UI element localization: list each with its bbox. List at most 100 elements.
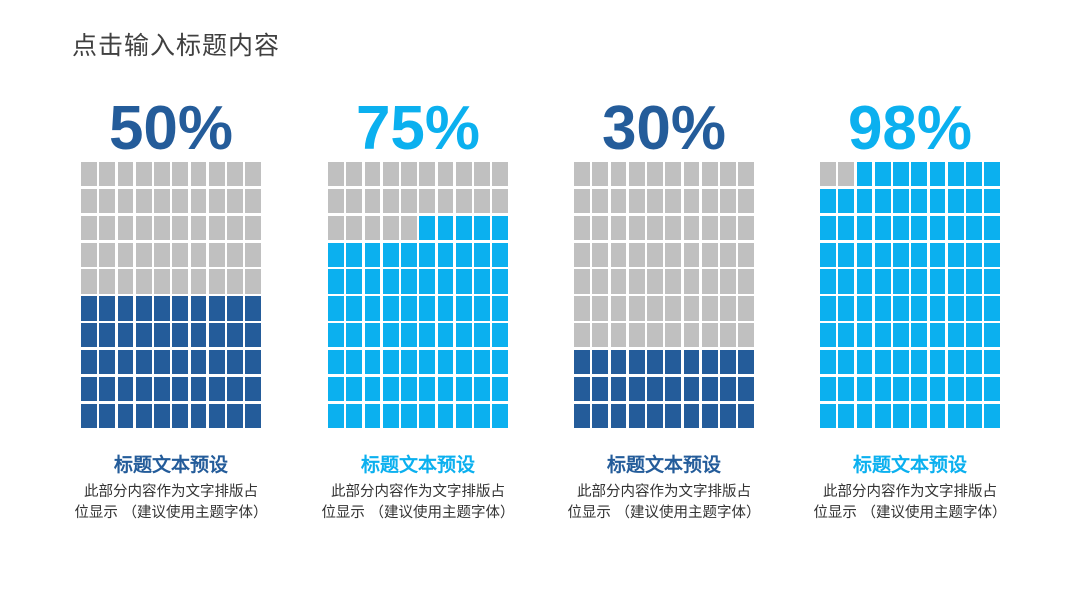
waffle-cell [701,162,718,187]
waffle-cell [683,215,700,241]
waffle-cell [227,215,243,241]
waffle-cell [838,162,854,187]
waffle-cell [364,215,381,241]
column-description: 此部分内容作为文字排版占 位显示 （建议使用主题字体） [539,482,789,524]
waffle-cell [838,296,854,321]
waffle-cell [820,323,836,348]
waffle-cell [364,376,381,402]
waffle-cell [208,215,225,241]
waffle-cell [419,376,435,402]
waffle-cell [382,242,399,267]
waffle-cell [820,403,836,428]
waffle-cell [701,215,718,241]
waffle-cell [245,376,261,402]
waffle-cell [893,215,909,241]
waffle-cell [966,349,982,375]
waffle-cell [720,269,736,294]
waffle-cell [665,162,681,187]
waffle-cell [401,215,417,241]
waffle-cell [701,403,718,428]
waffle-cell [701,188,718,214]
waffle-cell [820,215,836,241]
waffle-grid [574,162,754,428]
waffle-cell [665,188,681,214]
waffle-cell [154,296,170,321]
waffle-cell [455,242,472,267]
waffle-cell [474,403,490,428]
waffle-cell [364,349,381,375]
waffle-cell [665,215,681,241]
waffle-cell [346,242,362,267]
waffle-cell [874,403,891,428]
waffle-cell [647,188,663,214]
waffle-cell [984,215,1000,241]
waffle-cell [683,296,700,321]
waffle-cell [328,403,344,428]
waffle-cell [328,188,344,214]
waffle-cell [81,215,97,241]
waffle-cell [856,162,873,187]
waffle-cell [346,269,362,294]
waffle-cell [99,323,115,348]
waffle-cell [474,188,490,214]
waffle-cell [610,188,627,214]
waffle-cell [190,188,207,214]
waffle-cell [81,269,97,294]
waffle-cell [154,215,170,241]
waffle-cell [135,349,152,375]
waffle-cell [154,269,170,294]
waffle-cell [492,376,508,402]
waffle-cell [628,269,645,294]
column-description: 此部分内容作为文字排版占 位显示 （建议使用主题字体） [46,482,296,524]
waffle-cell [984,296,1000,321]
waffle-cell [966,188,982,214]
waffle-grid [328,162,508,428]
waffle-cell [665,376,681,402]
waffle-cell [208,269,225,294]
waffle-cell [117,323,134,348]
waffle-cell [665,269,681,294]
percent-value: 75% [355,94,481,163]
waffle-cell [856,376,873,402]
waffle-cell [382,215,399,241]
waffle-cell [720,296,736,321]
waffle-cell [455,403,472,428]
waffle-cell [328,376,344,402]
waffle-cell [911,323,927,348]
waffle-cell [701,242,718,267]
waffle-cell [245,323,261,348]
waffle-cell [419,269,435,294]
waffle-cell [683,188,700,214]
waffle-cell [701,323,718,348]
waffle-cell [99,376,115,402]
waffle-cell [592,242,608,267]
waffle-cell [820,376,836,402]
waffle-cell [820,296,836,321]
waffle-cell [382,323,399,348]
waffle-cell [437,162,454,187]
waffle-cell [738,242,754,267]
waffle-cell [610,296,627,321]
waffle-cell [208,242,225,267]
waffle-cell [929,215,946,241]
waffle-cell [328,269,344,294]
waffle-cell [856,242,873,267]
waffle-cell [893,403,909,428]
percent-value: 98% [847,94,973,163]
waffle-cell [190,162,207,187]
waffle-cell [492,215,508,241]
waffle-cell [81,376,97,402]
waffle-cell [874,242,891,267]
waffle-cell [154,188,170,214]
waffle-cell [474,242,490,267]
waffle-cell [929,349,946,375]
waffle-cell [455,269,472,294]
waffle-cell [911,188,927,214]
waffle-cell [893,376,909,402]
waffle-cell [346,376,362,402]
waffle-cell [245,242,261,267]
waffle-cell [738,269,754,294]
waffle-cell [135,269,152,294]
waffle-cell [947,376,964,402]
waffle-cell [893,349,909,375]
